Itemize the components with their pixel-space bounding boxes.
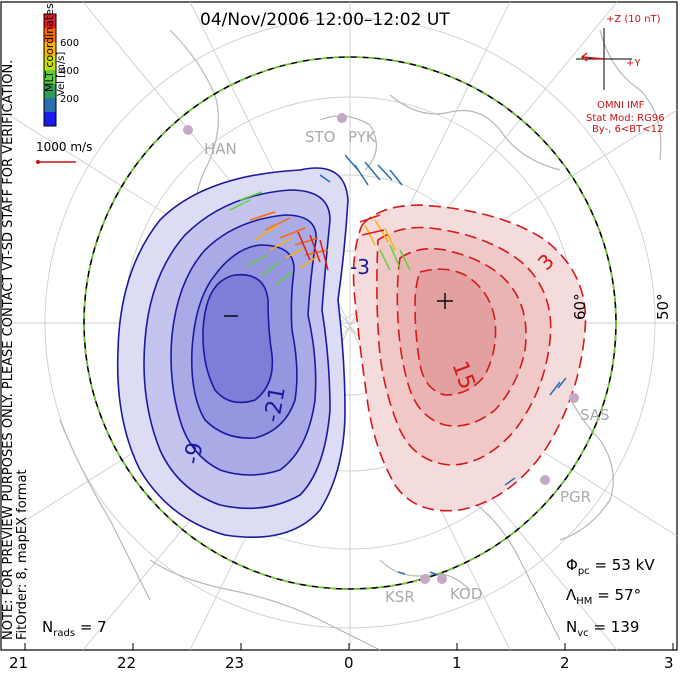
n-vc-value: = 139	[593, 618, 640, 636]
contour-label-neg-outer: -9	[180, 440, 209, 467]
station-pgr: PGR	[560, 488, 592, 506]
n-vc-stat: Nvc = 139	[566, 618, 640, 639]
station-pyk: PYK	[348, 128, 376, 146]
station-markers	[183, 113, 579, 584]
fit-order-line: FitOrder: 8, mapEX format	[15, 469, 30, 640]
phi-pc-value: = 53 kV	[594, 556, 655, 574]
imf-z-label: +Z (10 nT)	[606, 14, 661, 25]
colorbar-outline	[43, 13, 57, 127]
lat-label-60: 60°	[571, 293, 589, 320]
phi-pc-stat: Φpc = 53 kV	[566, 556, 655, 577]
plot-frame	[0, 1, 678, 651]
x-tick-22: 22	[117, 654, 137, 672]
x-axis-ticks	[24, 643, 674, 650]
colorbar-tick-600: 600	[60, 38, 80, 49]
station-sas: SAS	[580, 406, 610, 424]
velocity-vectors	[229, 154, 567, 576]
velocity-colorbar	[43, 13, 57, 127]
x-tick-3: 3	[664, 654, 674, 672]
x-tick-2: 2	[560, 654, 570, 672]
pos-contour-4	[414, 268, 497, 396]
n-rads-stat: Nrads = 7	[42, 618, 107, 639]
station-sto: STO	[305, 128, 336, 146]
colorbar-swatch	[44, 84, 56, 98]
station-han: HAN	[204, 140, 237, 158]
lambda-hm-value: = 57°	[597, 586, 642, 604]
lambda-hm-stat: ΛHM = 57°	[566, 586, 642, 607]
map-title: 04/Nov/2006 12:00–12:02 UT	[200, 10, 450, 30]
x-tick-21: 21	[9, 654, 29, 672]
imf-y-label: +Y	[626, 58, 641, 69]
station-ksr: KSR	[385, 588, 415, 606]
model-line1: Stat Mod: RG96	[586, 113, 665, 124]
neg-contour-5	[202, 273, 274, 404]
lat-label-50: 50°	[654, 293, 672, 320]
scale-label: 1000 m/s	[36, 140, 93, 154]
imf-source: OMNI IMF	[597, 100, 645, 111]
coord-label: MLT coordinates	[43, 3, 56, 92]
coastlines	[59, 29, 662, 651]
imf-dial	[576, 28, 632, 90]
model-line2: By-, 6<BT<12	[592, 124, 664, 135]
x-tick-0: 0	[344, 654, 354, 672]
colorbar-tick-200: 200	[60, 94, 80, 105]
colorbar-tick-400: 400	[60, 66, 80, 77]
contour-label-neg-near: -3	[350, 255, 370, 279]
x-tick-1: 1	[452, 654, 462, 672]
colorbar-swatch	[44, 112, 56, 126]
station-kod: KOD	[450, 585, 483, 603]
colorbar-swatch	[44, 98, 56, 112]
heppner-maynard-boundary-dash	[83, 56, 617, 590]
colorbar-swatch	[44, 14, 56, 28]
x-tick-23: 23	[225, 654, 245, 672]
colorbar-swatch	[44, 56, 56, 70]
colorbar-swatch	[44, 28, 56, 42]
preview-note: NOTE: FOR PREVIEW PURPOSES ONLY. PLEASE …	[1, 59, 30, 640]
colorbar-swatch	[44, 42, 56, 56]
positive-cell	[352, 204, 587, 512]
colorbar-swatch	[44, 70, 56, 84]
negative-cell	[116, 167, 349, 538]
n-rads-value: = 7	[79, 618, 107, 636]
preview-note-line1: NOTE: FOR PREVIEW PURPOSES ONLY. PLEASE …	[1, 59, 16, 640]
